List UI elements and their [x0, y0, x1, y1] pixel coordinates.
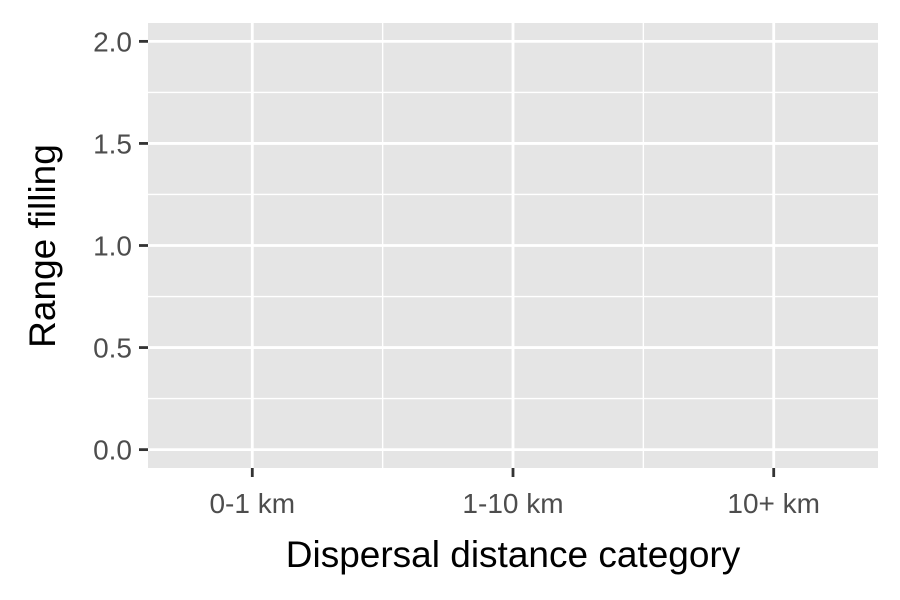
- x-axis-title: Dispersal distance category: [286, 534, 741, 575]
- y-tick-label: 1.0: [93, 231, 132, 262]
- major-gridlines: [148, 23, 878, 468]
- x-tick-label: 1-10 km: [462, 488, 563, 519]
- y-axis-title: Range filling: [22, 144, 63, 348]
- y-tick-label: 1.5: [93, 128, 132, 159]
- x-tick-label: 0-1 km: [209, 488, 295, 519]
- x-tick-label: 10+ km: [727, 488, 820, 519]
- x-axis: 0-1 km 1-10 km 10+ km: [209, 468, 820, 519]
- y-axis: 0.0 0.5 1.0 1.5 2.0: [93, 26, 148, 466]
- y-tick-label: 0.5: [93, 333, 132, 364]
- y-tick-label: 2.0: [93, 26, 132, 57]
- y-tick-label: 0.0: [93, 435, 132, 466]
